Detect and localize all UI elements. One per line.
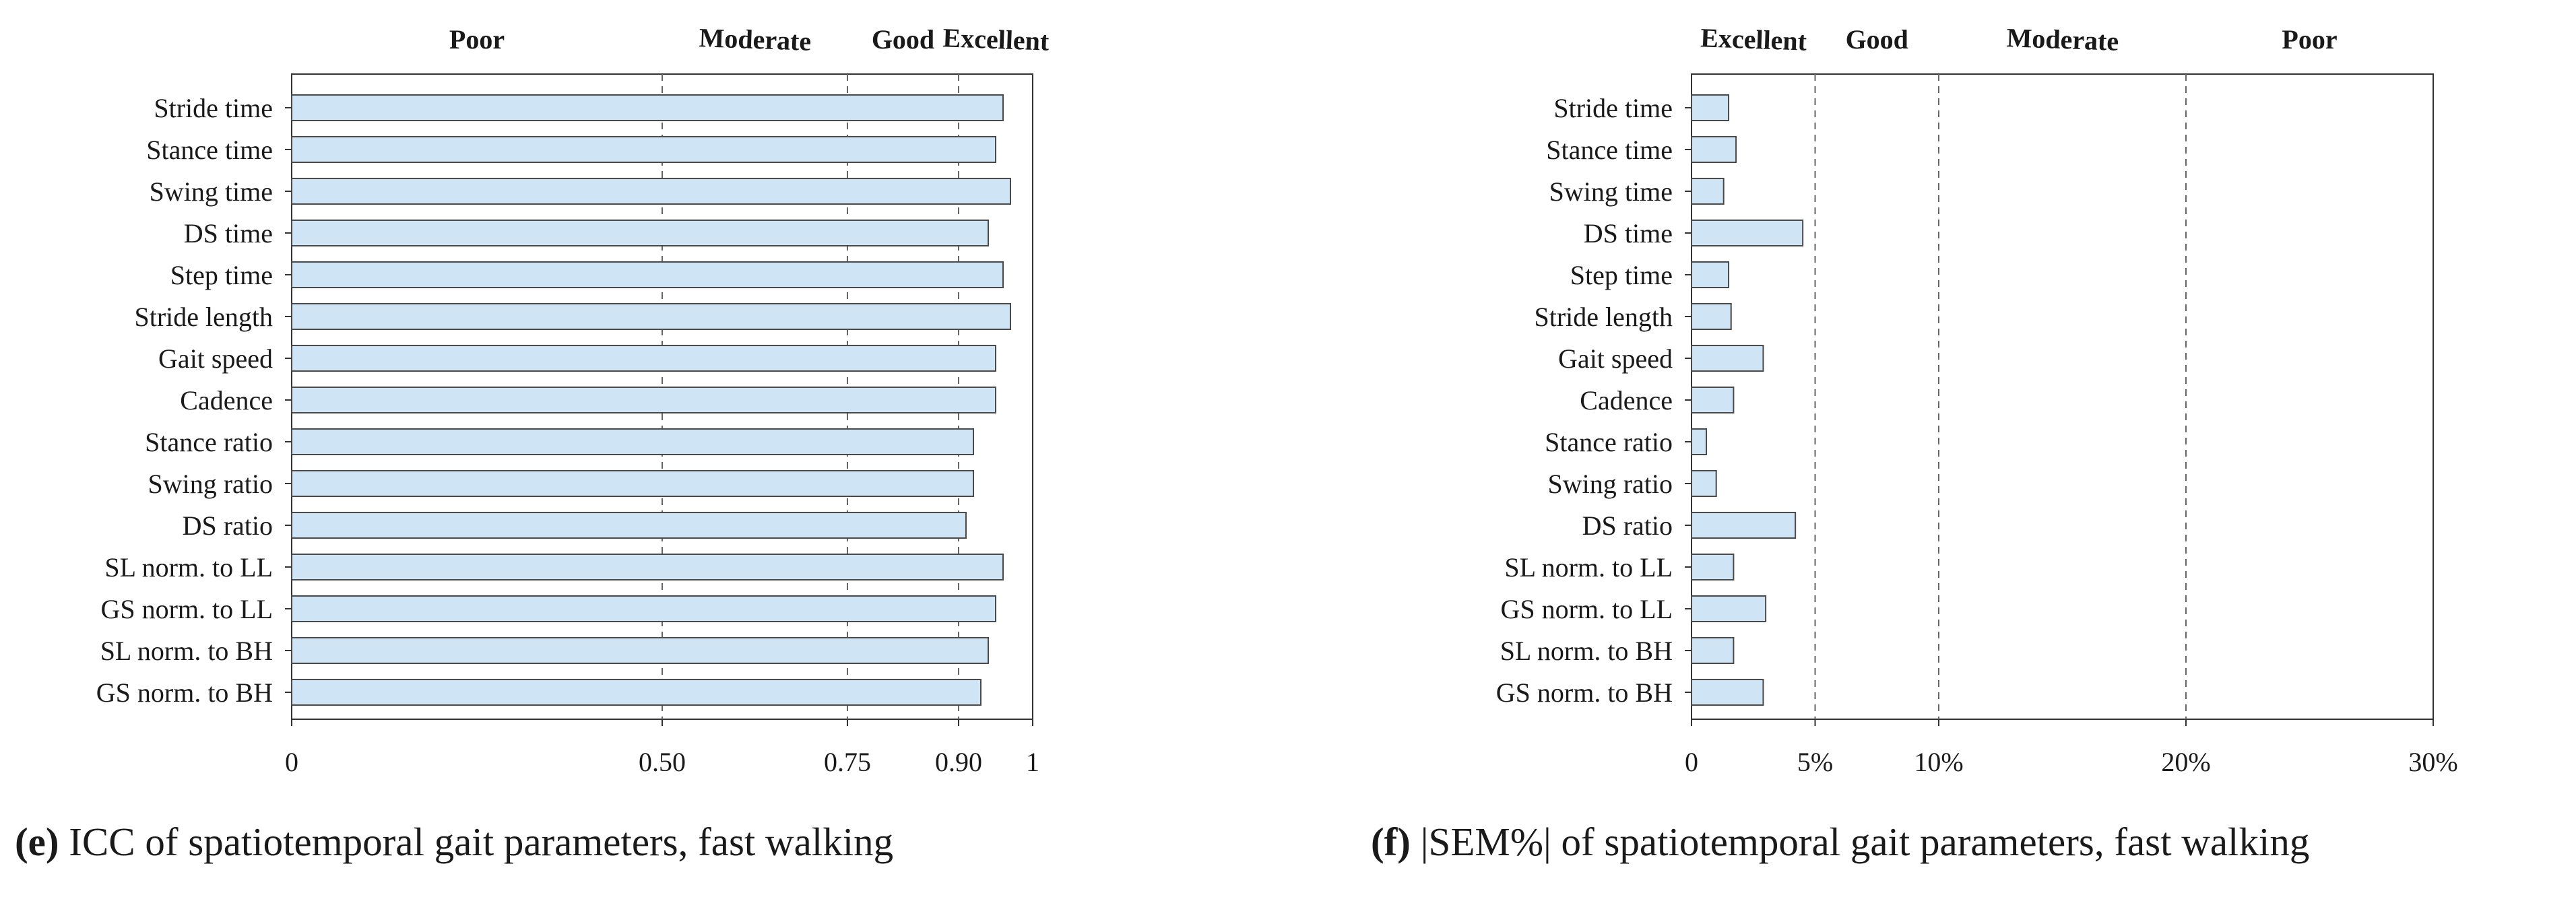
category-label: Step time: [170, 260, 273, 290]
bar: [291, 637, 989, 664]
category-label: Swing time: [1549, 176, 1673, 207]
bar: [291, 554, 1004, 580]
caption-text-e: ICC of spatiotemporal gait parameters, f…: [59, 820, 893, 864]
bar: [291, 345, 996, 372]
zone-label-good: Good: [1846, 24, 1908, 55]
category-label: GS norm. to BH: [1496, 677, 1673, 708]
x-tick-label: 1: [1026, 747, 1039, 777]
category-label: Gait speed: [158, 343, 273, 374]
bar: [291, 428, 974, 455]
x-tick-label: 10%: [1914, 747, 1963, 777]
category-label: GS norm. to BH: [96, 677, 273, 708]
category-label: SL norm. to BH: [100, 636, 273, 666]
bar: [1691, 637, 1735, 664]
bar: [291, 136, 996, 163]
bar: [291, 679, 981, 706]
x-tick-label: 0.75: [824, 747, 871, 777]
bar: [1691, 220, 1804, 246]
bar: [1691, 512, 1797, 539]
category-label: GS norm. to LL: [1500, 594, 1673, 624]
category-label: Gait speed: [1558, 343, 1673, 374]
bar: [291, 470, 974, 497]
category-label: GS norm. to LL: [100, 594, 273, 624]
zone-label-excellent: Excellent: [942, 22, 1050, 57]
caption-letter-e: (e): [15, 820, 59, 864]
caption-text-f: |SEM%| of spatiotemporal gait parameters…: [1411, 820, 2309, 864]
category-label: Stride time: [1553, 93, 1673, 123]
plot-area: [1691, 73, 2434, 720]
category-label: DS time: [184, 218, 273, 248]
chart-panel-icc: Poor Moderate Good Excellent Stride time Stan…: [96, 22, 1050, 777]
bar: [1691, 428, 1708, 455]
x-tick-label: 5%: [1797, 747, 1833, 777]
category-label: SL norm. to LL: [104, 552, 273, 583]
category-label: Stance ratio: [1545, 427, 1673, 457]
bar: [1691, 345, 1764, 372]
category-label: Step time: [1570, 260, 1673, 290]
category-label: Cadence: [180, 385, 273, 416]
bar: [291, 178, 1011, 205]
chart-panel-sem: Excellent Good Moderate Poor Stride time Stan…: [1496, 22, 2458, 777]
category-label: SL norm. to LL: [1504, 552, 1673, 583]
bar: [291, 512, 967, 539]
zone-label-good: Good: [872, 24, 934, 55]
bar: [1691, 261, 1730, 288]
x-tick-label: 0.50: [639, 747, 686, 777]
bar: [1691, 470, 1717, 497]
x-tick-label: 30%: [2408, 747, 2457, 777]
bar: [291, 303, 1011, 330]
category-label: DS ratio: [183, 510, 273, 541]
caption-sem: (f) |SEM%| of spatiotemporal gait parame…: [1371, 820, 2309, 864]
category-label: DS ratio: [1582, 510, 1673, 541]
category-label: SL norm. to BH: [1500, 636, 1673, 666]
bar: [1691, 136, 1737, 163]
x-tick-label: 0: [285, 747, 298, 777]
zone-label-moderate: Moderate: [2006, 22, 2119, 57]
bar: [291, 94, 1004, 121]
bar: [1691, 679, 1764, 706]
category-label: Swing ratio: [1547, 469, 1673, 499]
category-label: Swing ratio: [148, 469, 273, 499]
caption-icc: (e) ICC of spatiotemporal gait parameter…: [15, 820, 893, 864]
x-tick-label: 0.90: [935, 747, 982, 777]
category-label: Stance ratio: [145, 427, 273, 457]
x-tick-label: 20%: [2161, 747, 2210, 777]
bar: [1691, 387, 1735, 413]
zone-label-poor: Poor: [449, 24, 505, 55]
category-label: Stride length: [1534, 302, 1673, 332]
category-label: Stride time: [154, 93, 273, 123]
category-label: Stance time: [146, 135, 273, 165]
zone-label-poor: Poor: [2282, 24, 2337, 55]
bar: [1691, 94, 1730, 121]
category-label: Swing time: [150, 176, 273, 207]
bar: [1691, 554, 1735, 580]
bar: [291, 220, 989, 246]
category-label: Stride length: [134, 302, 273, 332]
bar: [1691, 595, 1767, 622]
bar: [291, 261, 1004, 288]
bar: [1691, 303, 1732, 330]
category-label: DS time: [1584, 218, 1673, 248]
zone-label-moderate: Moderate: [699, 22, 812, 57]
bar: [291, 387, 996, 413]
bar: [291, 595, 996, 622]
category-label: Stance time: [1546, 135, 1673, 165]
x-tick-label: 0: [1685, 747, 1698, 777]
caption-letter-f: (f): [1371, 820, 1411, 864]
zone-label-excellent: Excellent: [1700, 22, 1808, 57]
bar: [1691, 178, 1725, 205]
category-label: Cadence: [1580, 385, 1673, 416]
